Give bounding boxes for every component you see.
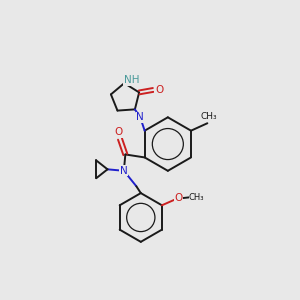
Text: O: O [155, 85, 163, 95]
Text: CH₃: CH₃ [189, 193, 204, 202]
Text: O: O [174, 193, 182, 203]
Text: N: N [136, 112, 144, 122]
Text: CH₃: CH₃ [200, 112, 217, 121]
Text: N: N [120, 166, 128, 176]
Text: O: O [114, 128, 123, 137]
Text: NH: NH [124, 75, 140, 85]
